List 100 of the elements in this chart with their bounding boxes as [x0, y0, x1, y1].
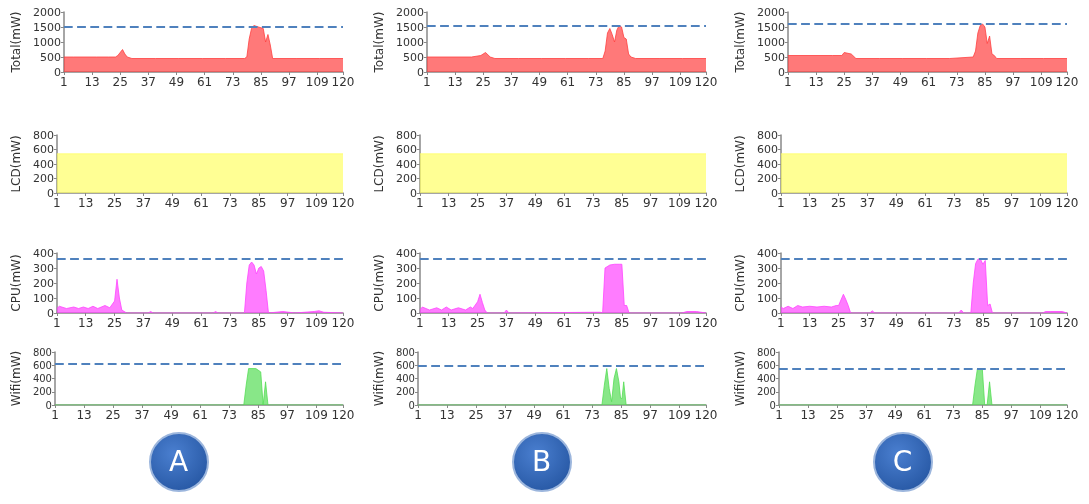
x-tick-label: 49	[164, 196, 180, 210]
x-tick-label: 73	[585, 196, 601, 210]
x-tick-label: 85	[614, 316, 630, 330]
x-tick-label: 109	[305, 196, 329, 210]
x-tick-label: 61	[920, 75, 937, 89]
x-tick-label: 97	[280, 316, 296, 330]
y-tick-label: 600	[32, 359, 52, 371]
x-tick-label: 109	[1028, 408, 1052, 422]
y-axis-title: LCD(mW)	[733, 135, 747, 193]
x-tick-label: 109	[668, 196, 692, 210]
x-tick-label: 49	[531, 75, 548, 89]
y-tick-label: 0	[46, 306, 54, 320]
x-tick-label: 13	[439, 408, 455, 422]
x-tick-label: 97	[643, 316, 659, 330]
y-tick-label: 1500	[395, 20, 424, 34]
x-tick-label: 37	[858, 408, 874, 422]
x-tick-label: 49	[888, 316, 904, 330]
x-tick-label: 120	[694, 316, 718, 330]
y-tick-label: 2000	[32, 5, 61, 19]
x-tick-label: 61	[917, 196, 933, 210]
x-tick-label: 73	[222, 196, 238, 210]
y-axis-title: CPU(mW)	[9, 254, 23, 312]
x-tick-label: 120	[331, 196, 355, 210]
y-tick-label: 300	[756, 261, 778, 275]
y-tick-label: 600	[395, 143, 417, 156]
x-tick-label: 61	[193, 196, 209, 210]
x-tick-label: 49	[892, 75, 909, 89]
y-tick-label: 800	[756, 128, 778, 142]
x-tick-label: 1	[416, 316, 424, 330]
x-tick-label: 109	[1029, 75, 1053, 89]
x-tick-label: 49	[527, 316, 543, 330]
y-tick-label: 2000	[756, 5, 785, 19]
x-tick-label: 97	[643, 196, 659, 210]
y-tick-label: 1000	[395, 35, 424, 49]
y-axis-title: LCD(mW)	[372, 135, 386, 193]
x-tick-label: 73	[222, 316, 238, 330]
x-tick-label: 1	[777, 196, 785, 210]
y-axis-title: Wifi(mW)	[733, 350, 747, 407]
y-tick-label: 800	[395, 128, 417, 142]
y-tick-label: 300	[32, 261, 54, 275]
x-tick-label: 73	[588, 75, 604, 89]
y-tick-label: 400	[395, 246, 417, 260]
y-tick-label: 200	[32, 386, 52, 398]
x-tick-label: 37	[498, 316, 515, 330]
x-tick-label: 49	[887, 408, 903, 422]
x-tick-label: 109	[668, 316, 692, 330]
x-tick-label: 49	[168, 75, 185, 89]
y-tick-label: 600	[32, 143, 54, 156]
x-tick-label: 13	[800, 408, 816, 422]
y-axis-title: CPU(mW)	[372, 254, 386, 312]
y-tick-label: 400	[395, 373, 415, 384]
x-tick-label: 61	[555, 408, 571, 422]
y-tick-label: 0	[46, 186, 54, 200]
x-tick-label: 73	[225, 75, 241, 89]
y-tick-label: 100	[756, 291, 778, 305]
x-tick-label: 73	[584, 408, 600, 422]
y-tick-label: 0	[408, 399, 415, 411]
y-tick-label: 800	[32, 346, 52, 358]
x-tick-label: 25	[830, 316, 847, 330]
y-tick-label: 400	[32, 373, 52, 384]
y-tick-label: 400	[32, 246, 54, 260]
y-tick-label: 200	[756, 172, 778, 185]
y-tick-label: 0	[45, 399, 52, 411]
x-tick-label: 13	[441, 196, 457, 210]
x-tick-label: 120	[331, 408, 355, 422]
x-tick-label: 97	[642, 408, 658, 422]
x-tick-label: 73	[949, 75, 965, 89]
x-tick-label: 97	[644, 75, 660, 89]
y-tick-label: 0	[777, 65, 785, 79]
y-tick-label: 2000	[395, 5, 424, 19]
x-tick-label: 13	[447, 75, 463, 89]
x-tick-label: 85	[251, 316, 267, 330]
y-axis-title: LCD(mW)	[9, 135, 23, 193]
y-axis-title: CPU(mW)	[733, 254, 747, 312]
x-tick-label: 37	[859, 196, 876, 210]
x-tick-label: 13	[802, 196, 818, 210]
x-tick-label: 97	[281, 75, 297, 89]
x-tick-label: 97	[279, 408, 295, 422]
y-tick-label: 500	[39, 50, 61, 64]
y-tick-label: 600	[756, 359, 776, 371]
x-tick-label: 61	[193, 316, 209, 330]
y-tick-label: 400	[395, 157, 417, 171]
x-tick-label: 1	[784, 75, 792, 89]
x-tick-label: 37	[135, 196, 152, 210]
x-tick-label: 73	[585, 316, 601, 330]
x-tick-label: 61	[192, 408, 208, 422]
x-tick-label: 1	[53, 316, 61, 330]
x-tick-label: 109	[305, 75, 329, 89]
x-tick-label: 73	[945, 408, 961, 422]
y-tick-label: 200	[756, 276, 778, 290]
x-tick-label: 37	[503, 75, 519, 89]
y-axis-title: Wifi(mW)	[372, 350, 386, 407]
x-tick-label: 61	[559, 75, 576, 89]
y-tick-label: 0	[409, 306, 417, 320]
y-tick-label: 200	[395, 276, 417, 290]
y-tick-label: 100	[32, 291, 54, 305]
x-tick-label: 25	[475, 75, 491, 89]
x-tick-label: 13	[84, 75, 100, 89]
x-tick-label: 13	[78, 316, 94, 330]
x-tick-label: 73	[946, 316, 962, 330]
